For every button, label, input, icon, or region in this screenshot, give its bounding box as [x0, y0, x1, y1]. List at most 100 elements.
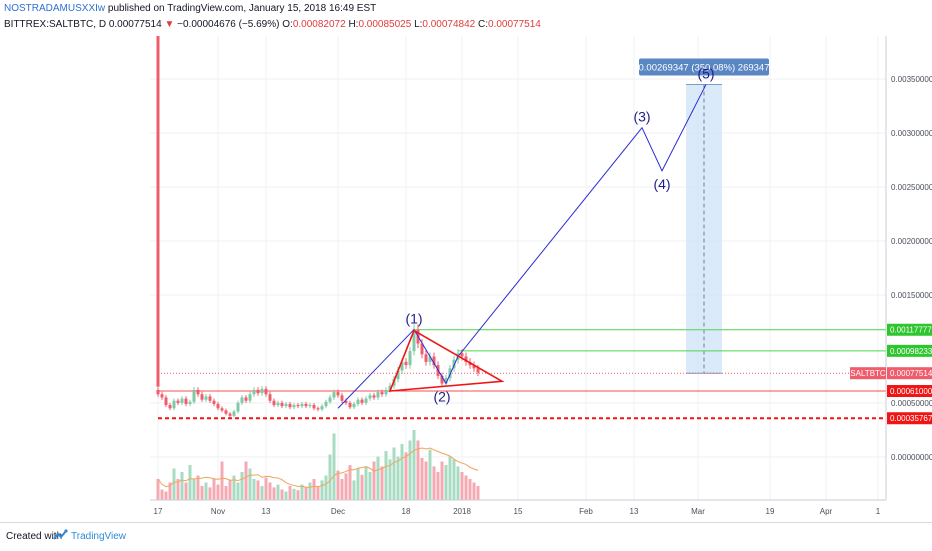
- volume-bar-80: [476, 486, 480, 500]
- candle-body-66: [420, 343, 424, 355]
- published-text: published on TradingView.com, January 15…: [105, 3, 377, 14]
- volume-bar-39: [312, 479, 316, 500]
- candle-body-34: [292, 405, 296, 408]
- candle-body-18: [228, 413, 232, 416]
- price-label-3: 0.00061000: [890, 387, 932, 396]
- volume-bar-8: [188, 465, 192, 500]
- volume-bar-66: [420, 458, 424, 500]
- candle-body-20: [236, 402, 240, 412]
- candle-body-7: [184, 398, 188, 404]
- candle-body-14: [212, 400, 216, 404]
- volume-bar-58: [388, 459, 392, 500]
- volume-bar-25: [256, 480, 260, 500]
- candle-body-45: [336, 392, 340, 396]
- volume-bar-65: [416, 440, 420, 500]
- wave-label-2: (3): [633, 109, 650, 125]
- volume-bar-13: [208, 487, 212, 500]
- volume-bar-47: [344, 473, 348, 500]
- candle-body-21: [240, 397, 244, 403]
- volume-bar-24: [252, 479, 256, 500]
- x-tick-label-3: Dec: [331, 507, 345, 516]
- candle-body-56: [380, 392, 384, 395]
- volume-bar-22: [244, 461, 248, 500]
- candle-body-22: [244, 397, 248, 401]
- volume-bar-77: [464, 475, 468, 500]
- ohlc-line: BITTREX:SALTBTC, D 0.00077514 ▼ −0.00004…: [4, 19, 541, 30]
- candle-body-51: [360, 399, 364, 403]
- price-chart[interactable]: 0.00269347 (350.08%) 269347 (1) (2) (3) (4)…: [0, 0, 932, 522]
- volume-bar-62: [404, 452, 408, 500]
- volume-bar-27: [264, 477, 268, 500]
- volume-bar-7: [184, 482, 188, 500]
- x-tick-label-8: 13: [630, 507, 639, 516]
- volume-bar-28: [268, 482, 272, 500]
- wave-label-1: (2): [433, 388, 450, 404]
- price-tag-box-2: [850, 367, 886, 380]
- candle-body-25: [256, 389, 260, 394]
- volume-bar-4: [172, 468, 176, 500]
- y-tick-label-1: 0.00300000: [891, 129, 932, 138]
- price-label-box-3: [887, 385, 932, 398]
- candle-body-3: [168, 405, 172, 409]
- candle-body-29: [272, 400, 276, 406]
- open-value: 0.00082072: [292, 19, 346, 30]
- candle-body-55: [376, 392, 380, 398]
- volume-bar-67: [424, 461, 428, 500]
- volume-bar-37: [304, 487, 308, 500]
- volume-bar-61: [400, 444, 404, 500]
- author-link[interactable]: NOSTRADAMUSXXIw: [4, 3, 106, 14]
- candle-body-16: [220, 408, 224, 411]
- x-tick-label-4: 18: [402, 507, 411, 516]
- candle-body-19: [232, 411, 236, 416]
- candle-body-8: [188, 401, 192, 404]
- volume-bar-6: [180, 472, 184, 500]
- candle-body-61: [400, 361, 404, 371]
- candle-body-15: [216, 403, 220, 409]
- candle-body-64: [412, 329, 416, 352]
- candle-body-23: [248, 394, 252, 401]
- last-price: 0.00077514: [108, 19, 162, 30]
- candle-body-1: [160, 394, 164, 398]
- x-tick-label-2: 13: [262, 507, 271, 516]
- price-tag-text-2: SALTBTC: [850, 369, 886, 378]
- x-tick-label-12: 1: [876, 507, 881, 516]
- candle-body-30: [276, 402, 280, 406]
- tradingview-link[interactable]: TradingView: [71, 531, 127, 542]
- volume-bar-79: [472, 482, 476, 500]
- candle-body-67: [424, 354, 428, 362]
- x-tick-label-11: Apr: [820, 507, 833, 516]
- footer: Created with TradingView: [0, 522, 932, 551]
- candle-body-52: [364, 398, 368, 403]
- candle-body-0: [156, 389, 160, 395]
- wave-label-3: (4): [653, 176, 670, 192]
- volume-bar-2: [164, 491, 168, 500]
- volume-bar-29: [272, 487, 276, 500]
- candle-body-24: [252, 389, 256, 395]
- candle-body-53: [368, 395, 372, 399]
- volume-bar-69: [432, 466, 436, 500]
- candle-body-74: [452, 359, 456, 369]
- close-value: 0.00077514: [488, 19, 541, 30]
- candle-body-38: [308, 405, 312, 407]
- volume-bar-38: [308, 482, 312, 500]
- symbol-label: BITTREX:SALTBTC, D: [4, 19, 107, 30]
- high-label: H:: [348, 19, 359, 30]
- volume-bar-43: [328, 454, 332, 500]
- candle-body-26: [260, 388, 264, 394]
- price-label-box-0: [887, 323, 932, 336]
- candle-body-47: [344, 400, 348, 403]
- candle-body-60: [396, 370, 400, 380]
- candles: [156, 36, 480, 418]
- target-label-box: [639, 58, 769, 76]
- target-box: 0.00269347 (350.08%) 269347: [638, 58, 770, 374]
- volume-bar-51: [360, 474, 364, 500]
- volume-bar-46: [340, 479, 344, 500]
- volume-bar-35: [296, 490, 300, 500]
- candle-body-5: [176, 400, 180, 403]
- candle-body-79: [472, 365, 476, 369]
- candle-body-58: [388, 385, 392, 390]
- candle-body-49: [352, 403, 356, 408]
- candle-body-12: [204, 396, 208, 400]
- candle-body-35: [296, 405, 300, 407]
- volume-bar-14: [212, 479, 216, 500]
